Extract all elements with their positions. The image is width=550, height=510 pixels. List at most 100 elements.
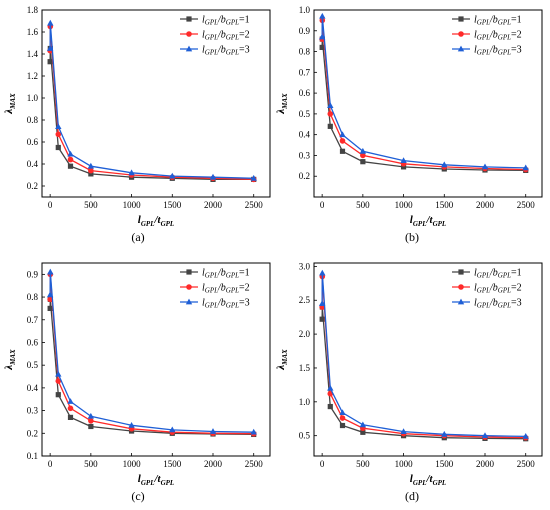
x-tick-label: 0 — [48, 459, 53, 469]
legend: lGPL/bGPL=1 lGPL/bGPL=2 lGPL/bGPL=3 — [180, 15, 250, 57]
x-axis-label: lGPL/tGPL — [410, 473, 446, 487]
series-line — [321, 39, 526, 172]
data-point — [55, 131, 62, 138]
y-tick-label: 0.6 — [27, 337, 39, 347]
y-tick-label: 0.4 — [27, 159, 39, 169]
x-tick-label: 500 — [356, 459, 370, 469]
data-point — [318, 33, 326, 40]
y-tick-label: 0.3 — [27, 406, 39, 416]
legend: lGPL/bGPL=1 lGPL/bGPL=2 lGPL/bGPL=3 — [180, 268, 250, 310]
series-2 — [47, 271, 257, 437]
chart-panel-3: 0 500 1000 1500 2000 2500 0.1 0.2 0.3 0.4 0.5 0.6 0.… — [3, 262, 271, 487]
x-axis-label: lGPL/tGPL — [410, 214, 446, 228]
chart-panel-4: 0 500 1000 1500 2000 2500 0.5 1.0 1.5 2.0 2.5 3.0 lG… — [275, 261, 543, 487]
data-point — [360, 159, 366, 165]
data-point — [55, 123, 62, 129]
data-point — [88, 171, 94, 177]
x-tick-label: 1500 — [163, 200, 182, 210]
panel-label: (c) — [131, 489, 144, 503]
legend-marker — [186, 284, 192, 290]
y-tick-label: 0.5 — [299, 431, 311, 441]
x-tick-label: 2500 — [245, 200, 264, 210]
legend-entry: lGPL/bGPL=3 — [202, 45, 250, 57]
x-tick-label: 0 — [48, 200, 53, 210]
x-tick-label: 500 — [84, 459, 98, 469]
series-3 — [46, 268, 257, 435]
data-point — [55, 392, 61, 398]
y-tick-label: 0.9 — [27, 269, 39, 279]
data-point — [327, 384, 334, 391]
x-tick-label: 2500 — [245, 459, 264, 469]
data-point — [339, 422, 346, 429]
legend-marker — [458, 269, 464, 275]
data-point — [339, 131, 346, 138]
data-point — [327, 111, 334, 117]
data-point — [359, 147, 367, 154]
legend-entry: lGPL/bGPL=1 — [474, 268, 522, 280]
y-tick-label: 3.0 — [299, 261, 311, 271]
plot-frame — [41, 262, 271, 457]
y-tick-label: 1.2 — [27, 71, 38, 81]
y-tick-label: 0.2 — [27, 428, 38, 438]
data-point — [360, 429, 366, 435]
legend-marker — [186, 269, 192, 275]
x-tick-label: 500 — [356, 200, 370, 210]
chart-panel-2: 0 500 1000 1500 2000 2500 0.2 0.3 0.4 0.5 0.6 0.7 0.… — [275, 5, 543, 228]
y-tick-label: 1.5 — [299, 363, 311, 373]
data-point — [481, 432, 489, 439]
y-tick-label: 0.6 — [27, 137, 39, 147]
x-tick-label: 2500 — [517, 459, 536, 469]
data-point — [46, 291, 54, 298]
y-tick-label: 0.2 — [27, 181, 38, 191]
x-axis-label: lGPL/tGPL — [138, 473, 174, 487]
data-point — [169, 426, 176, 433]
plot-frame — [313, 9, 543, 198]
y-tick-label: 2.0 — [299, 329, 311, 339]
y-tick-label: 0.8 — [299, 47, 311, 57]
legend-marker — [457, 45, 465, 52]
y-tick-label: 1.0 — [27, 93, 39, 103]
data-point — [327, 102, 334, 108]
legend-entry: lGPL/bGPL=3 — [474, 298, 522, 310]
data-point — [400, 157, 407, 164]
y-tick-label: 0.4 — [299, 130, 311, 140]
legend-marker — [458, 31, 464, 37]
data-point — [55, 378, 62, 384]
data-point — [441, 161, 448, 168]
data-point — [319, 316, 325, 322]
legend-entry: lGPL/bGPL=1 — [474, 15, 522, 27]
y-tick-label: 0.5 — [27, 360, 39, 370]
data-point — [67, 150, 74, 157]
data-point — [67, 405, 74, 412]
data-point — [339, 138, 346, 144]
data-point — [360, 152, 366, 159]
legend-marker — [186, 16, 192, 22]
x-tick-label: 1500 — [163, 459, 182, 469]
panel-label: (a) — [131, 230, 144, 244]
data-point — [209, 173, 217, 180]
legend-marker — [458, 284, 464, 290]
data-point — [169, 172, 176, 179]
data-point — [441, 430, 448, 437]
data-point — [319, 44, 325, 50]
data-point — [88, 418, 94, 424]
y-tick-label: 1.0 — [299, 397, 311, 407]
legend-marker — [185, 298, 193, 305]
data-point — [250, 428, 257, 435]
series-1 — [47, 45, 257, 182]
x-tick-label: 2000 — [476, 459, 495, 469]
y-tick-label: 0.2 — [299, 171, 310, 181]
data-point — [209, 428, 217, 434]
data-point — [327, 403, 333, 410]
legend-entry: lGPL/bGPL=1 — [202, 15, 250, 27]
series-1 — [319, 304, 529, 442]
y-axis-label: λMAX — [3, 349, 17, 371]
data-point — [87, 412, 95, 419]
x-tick-label: 1000 — [123, 200, 142, 210]
y-tick-label: 0.5 — [299, 109, 311, 119]
data-point — [128, 169, 135, 176]
x-tick-label: 1000 — [395, 200, 414, 210]
x-tick-label: 500 — [84, 200, 98, 210]
y-tick-label: 0.3 — [299, 150, 311, 160]
